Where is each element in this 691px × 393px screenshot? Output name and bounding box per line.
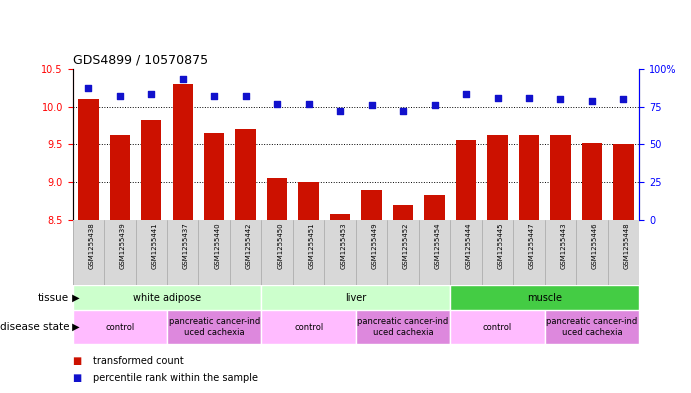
Text: pancreatic cancer-ind
uced cachexia: pancreatic cancer-ind uced cachexia [357,318,448,337]
Point [83,85,94,92]
Bar [451,310,545,344]
Bar [236,129,256,220]
Text: GSM1255441: GSM1255441 [151,222,158,269]
Bar [173,84,193,220]
Bar [261,310,356,344]
Text: GSM1255452: GSM1255452 [403,222,409,268]
Point [618,96,629,102]
Text: GSM1255447: GSM1255447 [529,222,535,269]
Text: ▶: ▶ [69,322,79,332]
Text: GSM1255440: GSM1255440 [214,222,220,269]
Text: ■: ■ [73,373,82,383]
Point [114,93,125,99]
Point [460,91,471,97]
Bar [361,190,382,220]
Point [177,76,188,83]
Text: liver: liver [346,293,366,303]
Text: pancreatic cancer-ind
uced cachexia: pancreatic cancer-ind uced cachexia [547,318,638,337]
Text: GSM1255444: GSM1255444 [466,222,472,268]
Bar [487,135,508,220]
Text: GSM1255443: GSM1255443 [560,222,567,269]
Point [272,101,283,107]
Text: GSM1255448: GSM1255448 [623,222,630,269]
Text: muscle: muscle [527,293,562,303]
Text: tissue: tissue [38,293,69,303]
Bar [582,143,602,220]
Text: GSM1255451: GSM1255451 [309,222,314,269]
Bar [204,133,225,220]
Bar [330,214,350,220]
Point [397,108,408,114]
Bar [456,140,476,220]
Text: transformed count: transformed count [93,356,184,366]
Bar [167,310,261,344]
Point [240,93,252,99]
Bar [613,144,634,220]
Bar [267,178,287,220]
Bar [393,205,413,220]
Text: GSM1255450: GSM1255450 [277,222,283,269]
Point [146,91,157,97]
Text: GSM1255453: GSM1255453 [340,222,346,269]
Text: control: control [483,323,512,332]
Bar [78,99,99,220]
Point [587,97,598,104]
Point [366,102,377,108]
Point [303,101,314,107]
Text: GSM1255454: GSM1255454 [435,222,441,268]
Point [334,108,346,114]
Text: percentile rank within the sample: percentile rank within the sample [93,373,258,383]
Bar [424,195,445,220]
Text: control: control [294,323,323,332]
Text: ▶: ▶ [69,293,79,303]
Bar [519,135,539,220]
Bar [451,285,639,310]
Text: GSM1255442: GSM1255442 [246,222,252,268]
Bar [141,120,162,220]
Text: GSM1255449: GSM1255449 [372,222,377,269]
Bar [299,182,319,220]
Point [555,96,566,102]
Bar [356,310,451,344]
Text: GSM1255445: GSM1255445 [498,222,504,268]
Point [524,94,535,101]
Bar [261,285,451,310]
Bar [110,135,130,220]
Point [492,94,503,101]
Text: GSM1255439: GSM1255439 [120,222,126,269]
Bar [550,135,571,220]
Bar [73,310,167,344]
Text: ■: ■ [73,356,82,366]
Text: disease state: disease state [0,322,69,332]
Text: GSM1255438: GSM1255438 [88,222,94,269]
Bar [545,310,639,344]
Text: pancreatic cancer-ind
uced cachexia: pancreatic cancer-ind uced cachexia [169,318,260,337]
Text: GSM1255446: GSM1255446 [592,222,598,269]
Bar [73,285,261,310]
Text: white adipose: white adipose [133,293,201,303]
Point [429,102,440,108]
Text: GSM1255437: GSM1255437 [182,222,189,269]
Text: control: control [105,323,134,332]
Point [209,93,220,99]
Text: GDS4899 / 10570875: GDS4899 / 10570875 [73,54,208,67]
